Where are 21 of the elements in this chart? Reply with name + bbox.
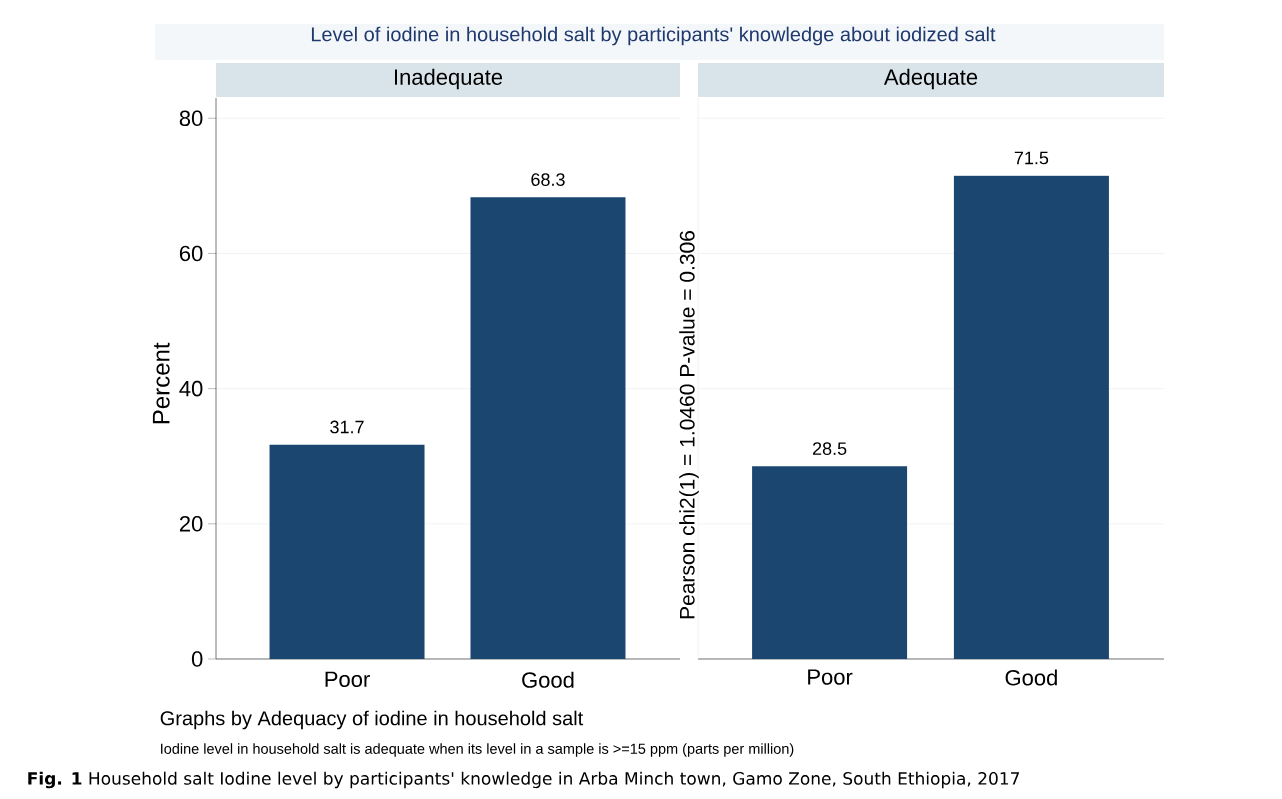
text: Iodine level in household salt is adequate when its level in a sample is >=15 ppm (parts per million)	[161, 743, 794, 757]
chart-title: Adequate	[883, 68, 978, 90]
text: Level of iodine in household salt by participants' knowledge about iodized salt	[311, 26, 996, 46]
y-tick-label: 80	[179, 110, 203, 127]
x-tick-label: Good	[522, 671, 574, 688]
y-axis-title: Percent	[152, 342, 170, 424]
data-label: 71.5	[1014, 151, 1049, 165]
data-label: 28.5	[812, 442, 847, 455]
text: Fig. 1 Household salt Iodine level by participants' knowledge in Arba Minch town, Gamo Zone, South Ethiopia, 2017	[28, 771, 1019, 789]
data-label: 31.7	[330, 420, 364, 434]
text: Graphs by Adequacy of iodine in household salt	[160, 710, 584, 730]
y-tick-label: 20	[179, 516, 203, 532]
x-tick-label: Poor	[808, 669, 853, 685]
chart-title: Inadequate	[394, 68, 503, 90]
x-tick-label: Poor	[325, 671, 370, 688]
y-tick-label: 40	[179, 380, 203, 397]
y-tick-label: 0	[191, 651, 203, 667]
y-tick-label: 60	[179, 245, 203, 262]
data-label: 68.3	[531, 173, 565, 186]
annotation: Pearson chi2(1) = 1.0460 P-value = 0.306	[679, 231, 699, 619]
x-tick-label: Good	[1005, 669, 1057, 686]
